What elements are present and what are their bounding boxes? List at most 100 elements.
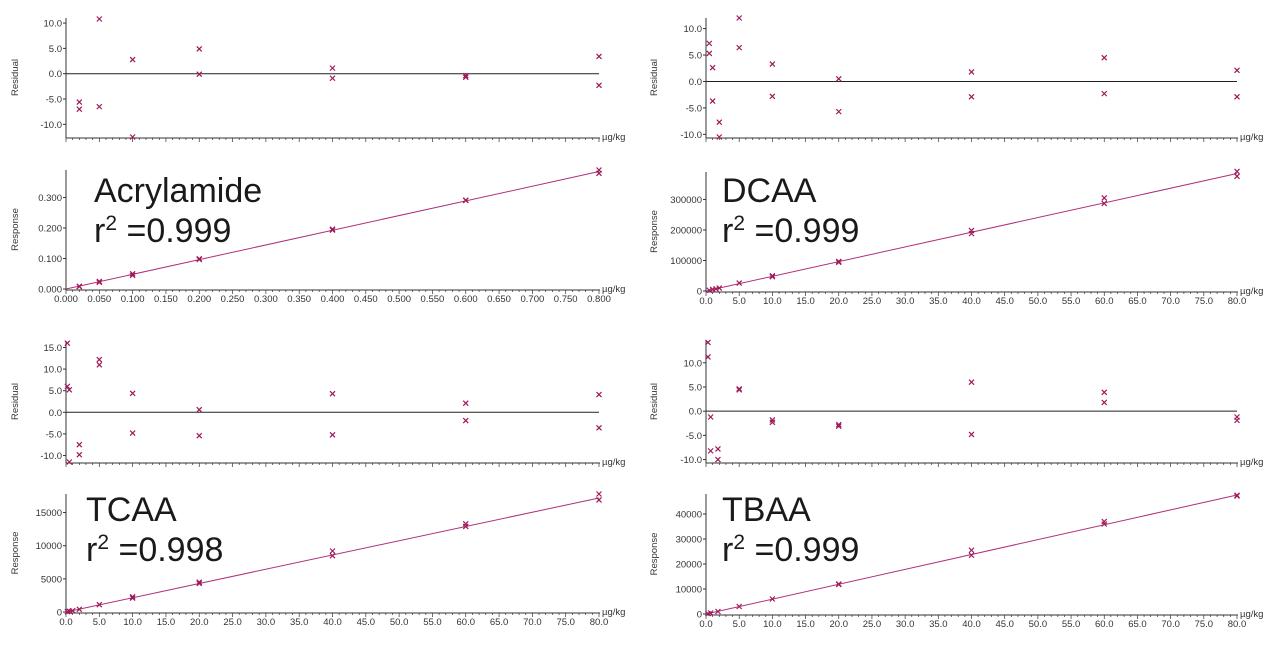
- y-tick-label: 300000: [670, 195, 702, 206]
- r-symbol: r: [722, 531, 733, 569]
- x-tick-label: 45.0: [995, 619, 1014, 630]
- y-tick-label: 10000: [36, 541, 62, 552]
- x-tick-label: 0.000: [54, 294, 78, 305]
- data-point-marker: [835, 423, 842, 430]
- data-point-marker: [835, 108, 842, 115]
- x-tick-label: 70.0: [523, 617, 542, 628]
- r-exponent: 2: [733, 212, 745, 235]
- data-point-marker: [968, 379, 975, 386]
- data-point-marker: [596, 82, 602, 89]
- y-tick-label: 100000: [670, 256, 702, 267]
- analyte-name: TCAA: [86, 491, 177, 529]
- data-point-marker: [76, 283, 83, 290]
- data-point-marker: [462, 197, 469, 204]
- analyte-name: TBAA: [722, 491, 811, 529]
- y-tick-label: 200000: [670, 225, 702, 236]
- x-unit-label: µg/kg: [602, 457, 625, 468]
- y-axis-title: Residual: [649, 383, 660, 420]
- x-tick-label: 20.0: [830, 296, 849, 307]
- data-point-marker: [769, 416, 776, 423]
- y-tick-label: 5.0: [49, 386, 62, 397]
- data-point-marker: [96, 278, 103, 285]
- data-point-marker: [707, 414, 714, 420]
- x-unit-label: µg/kg: [602, 607, 625, 618]
- x-tick-label: 35.0: [290, 617, 309, 628]
- x-tick-label: 20.0: [830, 619, 849, 630]
- y-tick-label: 10000: [676, 585, 702, 596]
- x-tick-label: 60.0: [1095, 296, 1114, 307]
- data-point-marker: [96, 361, 103, 368]
- x-tick-label: 70.0: [1161, 619, 1180, 630]
- data-point-marker: [769, 93, 776, 100]
- y-tick-label: 5000: [41, 574, 62, 585]
- data-point-marker: [64, 383, 71, 390]
- x-tick-label: 0.650: [487, 294, 511, 305]
- y-tick-label: 0: [697, 287, 702, 298]
- y-tick-label: 5.0: [49, 44, 62, 55]
- acrylamide-response-panel: 0.300 0.200 0.100 0.0000.000 0.050 0.100 0.150…: [10, 167, 625, 305]
- x-tick-label: 0.150: [154, 294, 178, 305]
- data-point-marker: [196, 579, 203, 586]
- x-tick-label: 5.0: [93, 617, 106, 628]
- y-tick-label: 10.0: [684, 24, 703, 35]
- x-unit-label: µg/kg: [1240, 609, 1263, 620]
- y-tick-label: 30000: [676, 535, 702, 546]
- data-point-marker: [196, 580, 203, 587]
- y-axis-title: Response: [649, 533, 660, 576]
- x-tick-label: 50.0: [1029, 619, 1048, 630]
- x-tick-label: 0.600: [454, 294, 478, 305]
- data-point-marker: [1101, 90, 1108, 97]
- y-tick-label: 0.000: [38, 285, 62, 296]
- data-point-marker: [736, 386, 743, 393]
- y-tick-label: 10.0: [44, 19, 63, 30]
- x-tick-label: 0.100: [121, 294, 145, 305]
- r-squared-label: r2 =0.999: [722, 212, 859, 250]
- data-point-marker: [705, 354, 711, 360]
- data-point-marker: [1101, 399, 1108, 406]
- x-tick-label: 40.0: [962, 619, 981, 630]
- r-squared-label: r2 =0.998: [86, 531, 223, 569]
- data-point-marker: [1234, 173, 1240, 180]
- data-point-marker: [69, 607, 76, 614]
- data-point-marker: [462, 520, 469, 527]
- data-point-marker: [76, 606, 83, 613]
- data-point-marker: [736, 44, 743, 51]
- x-tick-label: 0.350: [287, 294, 311, 305]
- r-symbol: r: [86, 531, 97, 569]
- x-unit-label: µg/kg: [1240, 132, 1263, 143]
- y-tick-label: 10.0: [44, 365, 63, 376]
- y-tick-label: 5.0: [689, 382, 702, 393]
- data-point-marker: [707, 610, 714, 616]
- data-point-marker: [968, 69, 975, 75]
- data-point-marker: [329, 75, 336, 82]
- data-point-marker: [769, 419, 776, 426]
- x-tick-label: 0.050: [87, 294, 111, 305]
- data-point-marker: [596, 424, 602, 431]
- data-point-marker: [329, 548, 336, 554]
- data-point-marker: [715, 446, 721, 452]
- data-point-marker: [196, 45, 203, 52]
- data-point-marker: [835, 258, 842, 265]
- r-exponent: 2: [97, 531, 109, 554]
- x-tick-label: 0.0: [59, 617, 72, 628]
- data-point-marker: [129, 595, 136, 602]
- calibration-fit-line: [705, 173, 1238, 292]
- data-point-marker: [329, 227, 336, 234]
- y-tick-label: -5.0: [686, 431, 702, 442]
- x-unit-label: µg/kg: [1240, 286, 1263, 297]
- y-tick-label: 0.0: [689, 407, 702, 418]
- data-point-marker: [968, 552, 975, 559]
- data-point-marker: [96, 279, 103, 286]
- y-tick-label: 0.0: [689, 77, 702, 88]
- x-tick-label: 35.0: [929, 619, 948, 630]
- x-tick-label: 55.0: [423, 617, 442, 628]
- x-tick-label: 5.0: [733, 296, 746, 307]
- data-point-marker: [715, 608, 721, 615]
- data-point-marker: [596, 53, 602, 60]
- x-tick-label: 15.0: [157, 617, 176, 628]
- x-tick-label: 80.0: [1228, 296, 1247, 307]
- r-exponent: 2: [105, 212, 117, 235]
- data-point-marker: [1101, 518, 1108, 525]
- data-point-marker: [129, 270, 136, 277]
